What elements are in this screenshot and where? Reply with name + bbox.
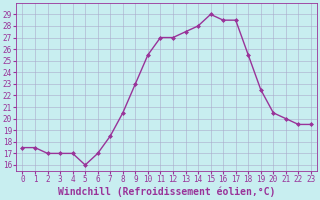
- X-axis label: Windchill (Refroidissement éolien,°C): Windchill (Refroidissement éolien,°C): [58, 187, 276, 197]
